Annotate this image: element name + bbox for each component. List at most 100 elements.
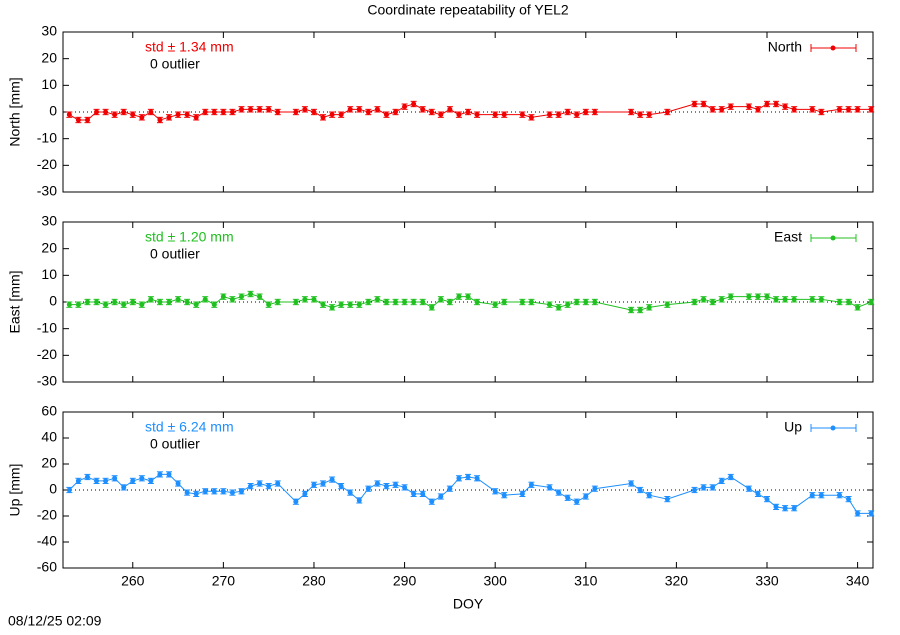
data-point bbox=[229, 490, 235, 496]
data-point bbox=[374, 481, 380, 486]
data-point bbox=[456, 294, 462, 300]
data-point bbox=[302, 106, 308, 112]
std-annotation: std ± 1.34 mm bbox=[145, 39, 234, 55]
data-point bbox=[710, 299, 716, 305]
data-point bbox=[692, 487, 698, 493]
outlier-annotation: 0 outlier bbox=[150, 56, 200, 72]
data-point bbox=[646, 304, 652, 310]
data-point bbox=[710, 106, 716, 112]
y-tick-label: 60 bbox=[41, 403, 57, 419]
data-point bbox=[103, 302, 109, 308]
data-point bbox=[175, 481, 181, 486]
data-point bbox=[501, 112, 507, 118]
data-point bbox=[139, 114, 145, 120]
y-tick-label: -30 bbox=[37, 373, 57, 389]
data-point bbox=[393, 482, 399, 488]
data-point bbox=[855, 304, 861, 310]
data-point bbox=[501, 299, 507, 305]
data-point bbox=[447, 486, 453, 492]
data-point bbox=[66, 112, 72, 118]
data-point bbox=[701, 484, 707, 490]
data-point bbox=[773, 101, 779, 107]
data-point bbox=[809, 296, 815, 302]
data-point bbox=[447, 299, 453, 305]
data-point bbox=[229, 109, 235, 115]
chart-title: Coordinate repeatability of YEL2 bbox=[367, 2, 569, 18]
data-point bbox=[528, 482, 534, 488]
data-point bbox=[456, 112, 462, 118]
data-point bbox=[764, 101, 770, 107]
data-point bbox=[782, 296, 788, 302]
data-point bbox=[175, 296, 181, 302]
data-point bbox=[266, 106, 272, 112]
data-point bbox=[646, 112, 652, 118]
data-point bbox=[220, 488, 226, 494]
data-point bbox=[846, 299, 852, 305]
data-point bbox=[211, 488, 217, 494]
data-point bbox=[193, 114, 199, 120]
data-point bbox=[293, 499, 299, 505]
data-point bbox=[782, 505, 788, 511]
data-point bbox=[692, 101, 698, 107]
data-point bbox=[175, 112, 181, 118]
data-point bbox=[383, 299, 389, 305]
data-point bbox=[184, 299, 190, 305]
data-point bbox=[519, 299, 525, 305]
data-point bbox=[764, 496, 770, 502]
data-point bbox=[746, 294, 752, 300]
data-point bbox=[84, 299, 90, 305]
data-point bbox=[238, 294, 244, 300]
data-point bbox=[257, 106, 263, 112]
data-point bbox=[184, 490, 190, 496]
data-point bbox=[583, 494, 589, 499]
data-point bbox=[791, 106, 797, 112]
data-point bbox=[420, 106, 426, 112]
data-point bbox=[75, 302, 81, 308]
y-axis-label: Up [mm] bbox=[7, 464, 23, 517]
data-point bbox=[266, 483, 272, 489]
data-point bbox=[338, 483, 344, 489]
data-point bbox=[275, 109, 281, 115]
data-point bbox=[746, 486, 752, 492]
data-point bbox=[148, 296, 154, 302]
std-annotation: std ± 6.24 mm bbox=[145, 419, 234, 435]
data-point bbox=[755, 294, 761, 300]
outlier-annotation: 0 outlier bbox=[150, 436, 200, 452]
data-point bbox=[302, 296, 308, 302]
legend-marker bbox=[830, 45, 836, 51]
data-point bbox=[374, 296, 380, 302]
data-point bbox=[438, 494, 444, 499]
data-point bbox=[556, 112, 562, 118]
x-tick-label: 300 bbox=[484, 573, 508, 589]
data-point bbox=[438, 296, 444, 302]
y-tick-label: -20 bbox=[37, 507, 57, 523]
y-tick-label: -20 bbox=[37, 346, 57, 362]
data-point bbox=[121, 109, 127, 115]
data-point bbox=[447, 106, 453, 112]
data-point bbox=[420, 299, 426, 305]
y-tick-label: -30 bbox=[37, 183, 57, 199]
data-point bbox=[492, 488, 498, 494]
data-point bbox=[846, 106, 852, 112]
data-point bbox=[248, 483, 254, 489]
data-point bbox=[592, 109, 598, 115]
y-tick-label: 40 bbox=[41, 429, 57, 445]
data-point bbox=[393, 109, 399, 115]
data-point bbox=[429, 109, 435, 115]
data-point bbox=[420, 491, 426, 497]
data-point bbox=[211, 109, 217, 115]
data-point bbox=[528, 114, 534, 120]
data-point bbox=[868, 510, 874, 516]
data-point bbox=[764, 294, 770, 300]
data-point bbox=[710, 484, 716, 490]
data-point bbox=[855, 106, 861, 112]
y-tick-label: -10 bbox=[37, 319, 57, 335]
data-point bbox=[474, 475, 480, 481]
data-point bbox=[692, 299, 698, 305]
data-point bbox=[302, 491, 308, 497]
data-point bbox=[746, 104, 752, 110]
data-point bbox=[338, 112, 344, 118]
y-axis-label: East [mm] bbox=[7, 270, 23, 333]
x-tick-label: 310 bbox=[574, 573, 598, 589]
